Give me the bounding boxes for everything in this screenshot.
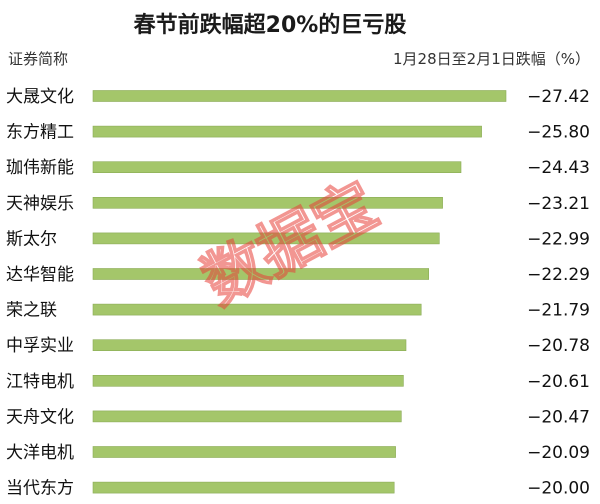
bar (92, 90, 507, 102)
value-label: −25.80 (527, 123, 590, 143)
value-label: −22.29 (527, 265, 590, 285)
value-label: −20.09 (527, 443, 590, 463)
value-label: −23.21 (527, 194, 590, 214)
category-label: 达华智能 (6, 265, 74, 285)
bar (92, 410, 402, 423)
category-label: 荣之联 (6, 301, 57, 321)
bar (92, 125, 482, 138)
bar (92, 161, 462, 173)
value-label: −20.78 (527, 336, 590, 356)
bars-group: 大晟文化 −27.42 东方精工 −25.80 珈伟新能 −24.43 天神娱乐 −23.21… (6, 87, 590, 499)
value-label: −24.43 (527, 158, 590, 178)
category-label: 斯太尔 (6, 229, 57, 249)
value-label: −20.47 (527, 407, 590, 427)
bar (92, 446, 396, 458)
category-label: 江特电机 (6, 372, 74, 392)
value-label: −20.00 (527, 479, 590, 499)
category-label: 当代东方 (6, 479, 74, 499)
bar (92, 481, 395, 494)
value-header: 1月28日至2月1日跌幅（%） (393, 50, 590, 68)
bar (92, 339, 407, 352)
category-label: 东方精工 (6, 123, 74, 143)
category-label: 大洋电机 (6, 443, 74, 463)
value-label: −22.99 (527, 229, 590, 249)
category-label: 天神娱乐 (6, 194, 74, 214)
bar (92, 374, 404, 387)
bar (92, 197, 443, 209)
value-label: −20.61 (527, 372, 590, 392)
value-label: −27.42 (527, 87, 590, 107)
category-label: 天舟文化 (6, 407, 74, 427)
bar (92, 303, 422, 316)
category-label: 珈伟新能 (6, 158, 74, 178)
bar (92, 268, 430, 280)
watermark: 数据宝 (191, 167, 390, 319)
bar (92, 232, 440, 245)
category-label: 大晟文化 (6, 87, 74, 107)
chart-title: 春节前跌幅超20%的巨亏股 (134, 12, 407, 38)
category-header: 证券简称 (8, 50, 68, 68)
value-label: −21.79 (527, 301, 590, 321)
category-label: 中孚实业 (6, 336, 74, 356)
